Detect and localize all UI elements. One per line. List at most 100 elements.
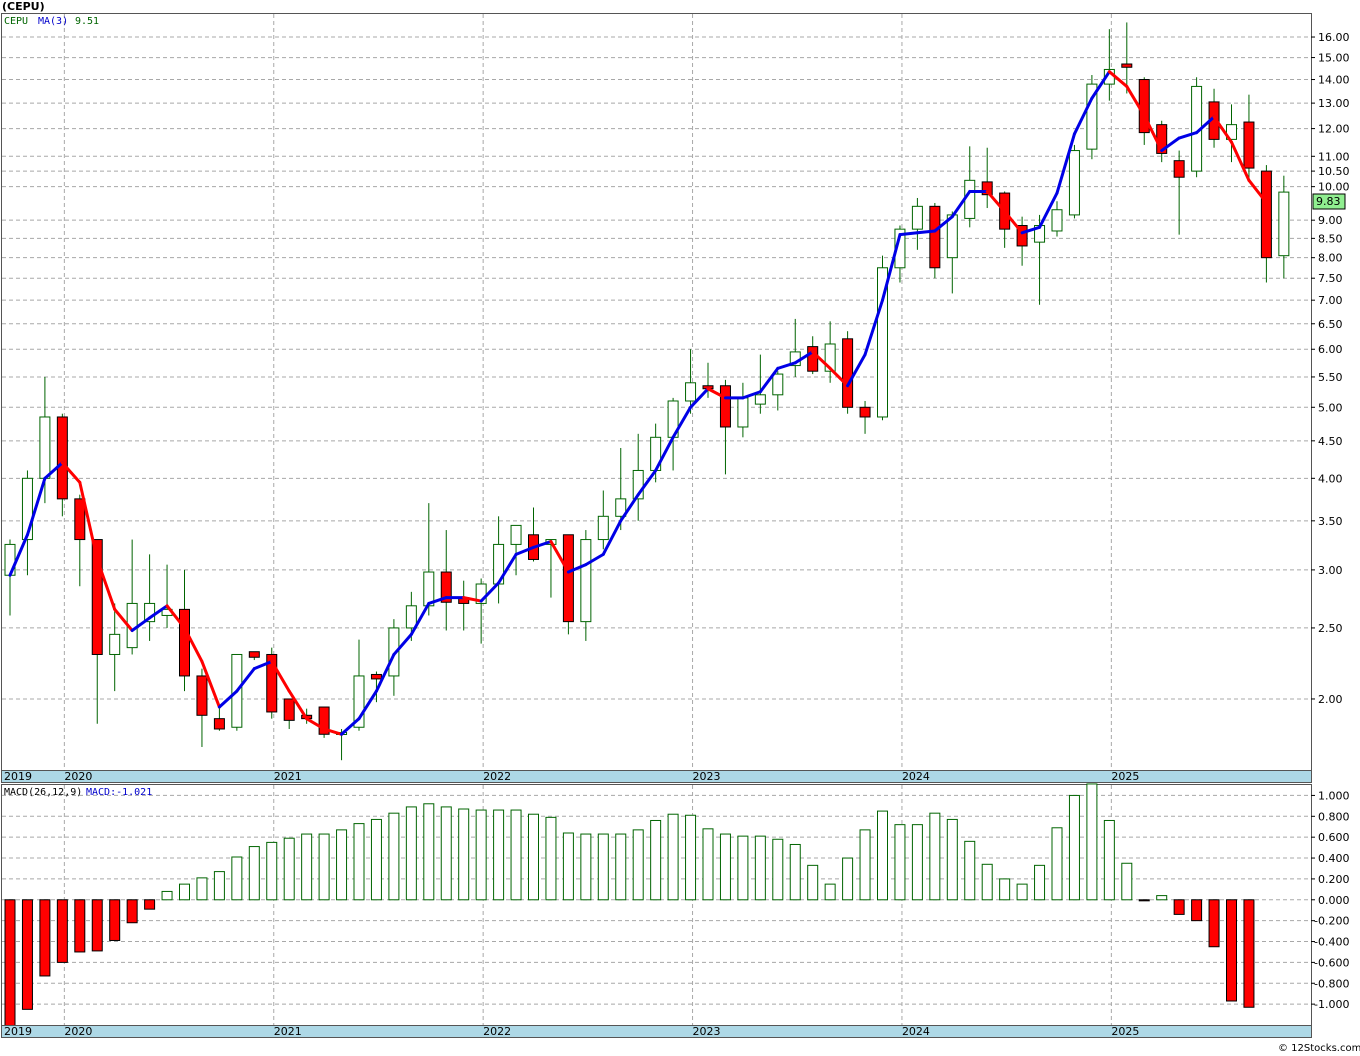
candle xyxy=(859,400,871,434)
macd-bar-positive xyxy=(807,864,819,901)
macd-bars xyxy=(4,783,1255,1031)
price-y-label: 8.50 xyxy=(1318,232,1343,245)
macd-y-label: 0.800 xyxy=(1318,810,1350,823)
price-y-label: 3.50 xyxy=(1318,515,1343,528)
candle xyxy=(1121,22,1133,94)
macd-bar-positive xyxy=(458,808,470,901)
macd-bar-positive xyxy=(1156,895,1168,901)
macd-legend-label: MACD(26,12,9) xyxy=(4,787,82,798)
candle-body-down xyxy=(248,651,260,658)
ma-segment xyxy=(532,539,553,549)
ma-segment xyxy=(1160,136,1181,153)
ma-segment xyxy=(287,689,309,721)
macd-bar-positive xyxy=(650,819,662,901)
macd-bar-positive xyxy=(510,809,522,901)
macd-x-label: 2025 xyxy=(1111,1025,1139,1038)
candle xyxy=(318,706,330,738)
macd-bar-negative xyxy=(1173,899,1185,915)
candle xyxy=(440,530,452,631)
candle-body-up xyxy=(1068,150,1080,216)
macd-bar-positive xyxy=(789,843,801,901)
ma-segment xyxy=(584,552,605,567)
candle xyxy=(1068,144,1080,219)
price-y-label: 11.00 xyxy=(1318,150,1350,163)
ma-segment xyxy=(863,298,884,357)
macd-bar-positive xyxy=(580,833,592,901)
ma-segment xyxy=(95,557,117,611)
watermark: © 12Stocks.com xyxy=(1278,1043,1360,1054)
macd-bar-positive xyxy=(440,806,452,901)
macd-bar-positive xyxy=(824,883,836,901)
ma-segment xyxy=(566,563,588,574)
candle-body-down xyxy=(440,571,452,603)
candle xyxy=(632,433,644,521)
candle-body-down xyxy=(842,338,854,408)
macd-bar-positive xyxy=(597,833,609,901)
ma-segment xyxy=(741,390,762,400)
price-y-label: 10.50 xyxy=(1318,165,1350,178)
macd-bar-positive xyxy=(388,812,400,901)
macd-bar-positive xyxy=(929,812,941,901)
candle-body-up xyxy=(877,267,888,418)
candle xyxy=(772,371,784,411)
candle-body-up xyxy=(632,469,644,500)
chart-title: (CEPU) xyxy=(2,0,45,13)
candle-body-down xyxy=(74,498,86,541)
ma-segment xyxy=(1090,70,1111,100)
candle-body-up xyxy=(1051,209,1063,232)
price-y-label: 7.50 xyxy=(1318,272,1343,285)
candle-body-down xyxy=(370,673,382,680)
macd-bar-positive xyxy=(213,871,225,901)
macd-y-label: -0.200 xyxy=(1314,915,1349,928)
macd-bar-positive xyxy=(999,878,1011,901)
candle-body-down xyxy=(719,385,731,428)
macd-x-axis-band xyxy=(1,1025,1312,1038)
ma-segment xyxy=(776,361,797,370)
ma-segment xyxy=(479,581,501,603)
ma-segment xyxy=(1038,191,1059,229)
ma-segment xyxy=(200,659,221,709)
price-x-label: 2020 xyxy=(64,770,92,783)
ma-segment xyxy=(60,461,82,484)
candle xyxy=(1278,175,1290,279)
candle-body-up xyxy=(597,515,609,541)
macd-bar-negative xyxy=(1191,899,1203,922)
macd-bar-negative xyxy=(1208,899,1220,948)
macd-bar-positive xyxy=(632,829,644,901)
candle xyxy=(91,539,103,724)
ma-segment xyxy=(1247,178,1268,205)
ma-segment xyxy=(217,689,239,709)
candle-body-down xyxy=(213,718,225,730)
macd-bar-positive xyxy=(842,857,854,901)
candle xyxy=(1260,165,1272,283)
last-price-badge: 9.83 xyxy=(1312,193,1346,210)
candle xyxy=(754,354,766,414)
candle xyxy=(1086,75,1098,160)
ma-segment xyxy=(636,468,658,497)
ma-segment xyxy=(1212,115,1233,144)
candle xyxy=(370,671,382,703)
ma-segment xyxy=(113,607,134,632)
candle-body-up xyxy=(109,633,121,655)
candle xyxy=(562,534,574,635)
macd-y-label: 0.600 xyxy=(1318,831,1350,844)
ma-segment xyxy=(619,493,640,523)
ma-segment xyxy=(183,626,204,663)
candle-body-down xyxy=(283,698,295,721)
ma-segment xyxy=(78,480,99,561)
ma-segment xyxy=(828,366,850,388)
price-y-label: 15.00 xyxy=(1318,52,1350,65)
candle xyxy=(283,698,295,729)
ma-segment xyxy=(915,229,937,235)
candle xyxy=(21,470,33,576)
ma-segment xyxy=(497,552,518,585)
price-legend-symbol: CEPU xyxy=(4,16,28,27)
price-y-label: 6.50 xyxy=(1318,318,1343,331)
candle-body-up xyxy=(1086,83,1098,150)
price-x-axis-band xyxy=(1,770,1312,783)
ma-segment xyxy=(549,539,570,574)
macd-bar-positive xyxy=(231,856,243,901)
ma-segment xyxy=(130,616,152,632)
candle xyxy=(580,530,592,641)
price-y-label: 6.00 xyxy=(1318,343,1343,356)
